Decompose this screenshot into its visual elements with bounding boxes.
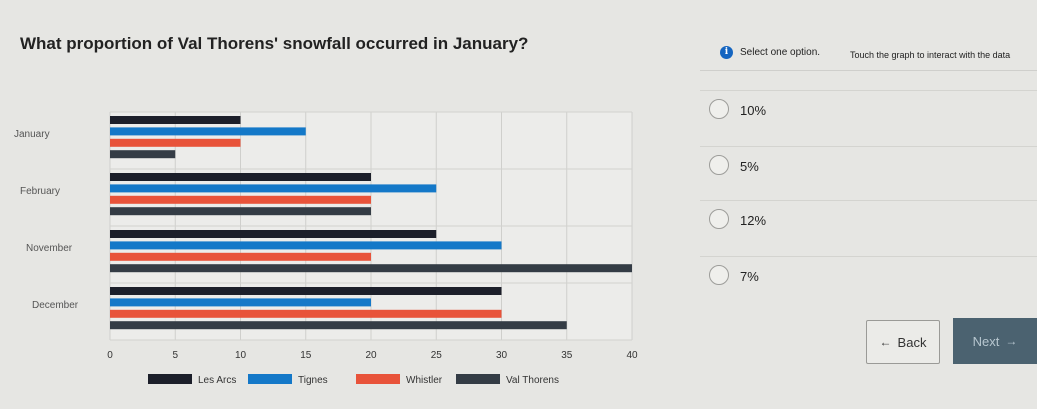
bar-les-arcs-february[interactable]	[110, 173, 371, 181]
x-tick-label: 35	[561, 350, 573, 361]
bar-chart[interactable]: January February November December 0 5 10 15 20 2…	[0, 0, 700, 409]
x-tick-label: 30	[496, 350, 508, 361]
x-tick-label: 25	[431, 350, 443, 361]
question-text: What proportion of Val Thorens' snowfall…	[20, 34, 529, 53]
next-label: Next	[972, 333, 1000, 349]
option-1[interactable]: 10%	[700, 90, 1037, 144]
instruction-text: Select one option.	[740, 47, 821, 58]
category-label: January	[14, 129, 50, 140]
legend-label: Tignes	[298, 375, 328, 386]
option-label: 10%	[740, 103, 767, 118]
bar-val-thorens-december[interactable]	[110, 321, 567, 330]
legend-swatch	[456, 374, 500, 384]
arrow-left-icon: ←	[879, 335, 892, 349]
radio-icon[interactable]	[709, 155, 729, 175]
category-label: February	[20, 186, 60, 197]
bar-val-thorens-january[interactable]	[110, 150, 176, 159]
option-4[interactable]: 7%	[700, 256, 1037, 310]
bar-whistler-january[interactable]	[110, 138, 241, 147]
legend-swatch	[248, 374, 292, 384]
x-tick-label: 10	[235, 350, 247, 361]
bar-tignes-february[interactable]	[110, 184, 437, 193]
option-label: 7%	[740, 269, 759, 284]
option-3[interactable]: 12%	[700, 200, 1037, 254]
bar-tignes-november[interactable]	[110, 241, 502, 250]
option-label: 12%	[740, 213, 767, 228]
x-tick-label: 20	[365, 350, 377, 361]
legend-label: Les Arcs	[198, 375, 236, 386]
legend-swatch	[148, 374, 192, 384]
bar-les-arcs-january[interactable]	[110, 116, 241, 124]
category-label: December	[32, 300, 79, 311]
x-tick-label: 40	[626, 350, 638, 361]
arrow-right-icon: →	[1005, 334, 1018, 348]
x-tick-label: 15	[300, 350, 312, 361]
bar-whistler-december[interactable]	[110, 309, 502, 318]
bar-whistler-february[interactable]	[110, 195, 371, 204]
radio-icon[interactable]	[709, 209, 729, 229]
option-label: 5%	[740, 159, 759, 174]
touch-hint: Touch the graph to interact with the dat…	[850, 50, 1011, 60]
legend-label: Val Thorens	[506, 375, 559, 386]
bar-tignes-january[interactable]	[110, 127, 306, 136]
category-label: November	[26, 243, 73, 254]
back-label: Back	[897, 334, 927, 350]
bar-val-thorens-february[interactable]	[110, 207, 371, 216]
bar-tignes-december[interactable]	[110, 298, 371, 307]
instruction-row: i Select one option.	[720, 46, 820, 59]
bar-les-arcs-november[interactable]	[110, 230, 437, 238]
info-icon: i	[720, 46, 733, 59]
back-button[interactable]: ← Back	[866, 320, 940, 364]
legend-swatch	[356, 374, 400, 384]
x-tick-label: 0	[107, 350, 113, 361]
radio-icon[interactable]	[709, 265, 729, 285]
next-button[interactable]: Next →	[953, 318, 1037, 364]
bar-les-arcs-december[interactable]	[110, 287, 502, 295]
legend-label: Whistler	[406, 375, 443, 386]
bar-whistler-november[interactable]	[110, 252, 371, 261]
radio-icon[interactable]	[709, 99, 729, 119]
divider	[700, 70, 1037, 71]
x-tick-label: 5	[172, 350, 178, 361]
option-2[interactable]: 5%	[700, 146, 1037, 200]
bar-val-thorens-november[interactable]	[110, 264, 632, 273]
